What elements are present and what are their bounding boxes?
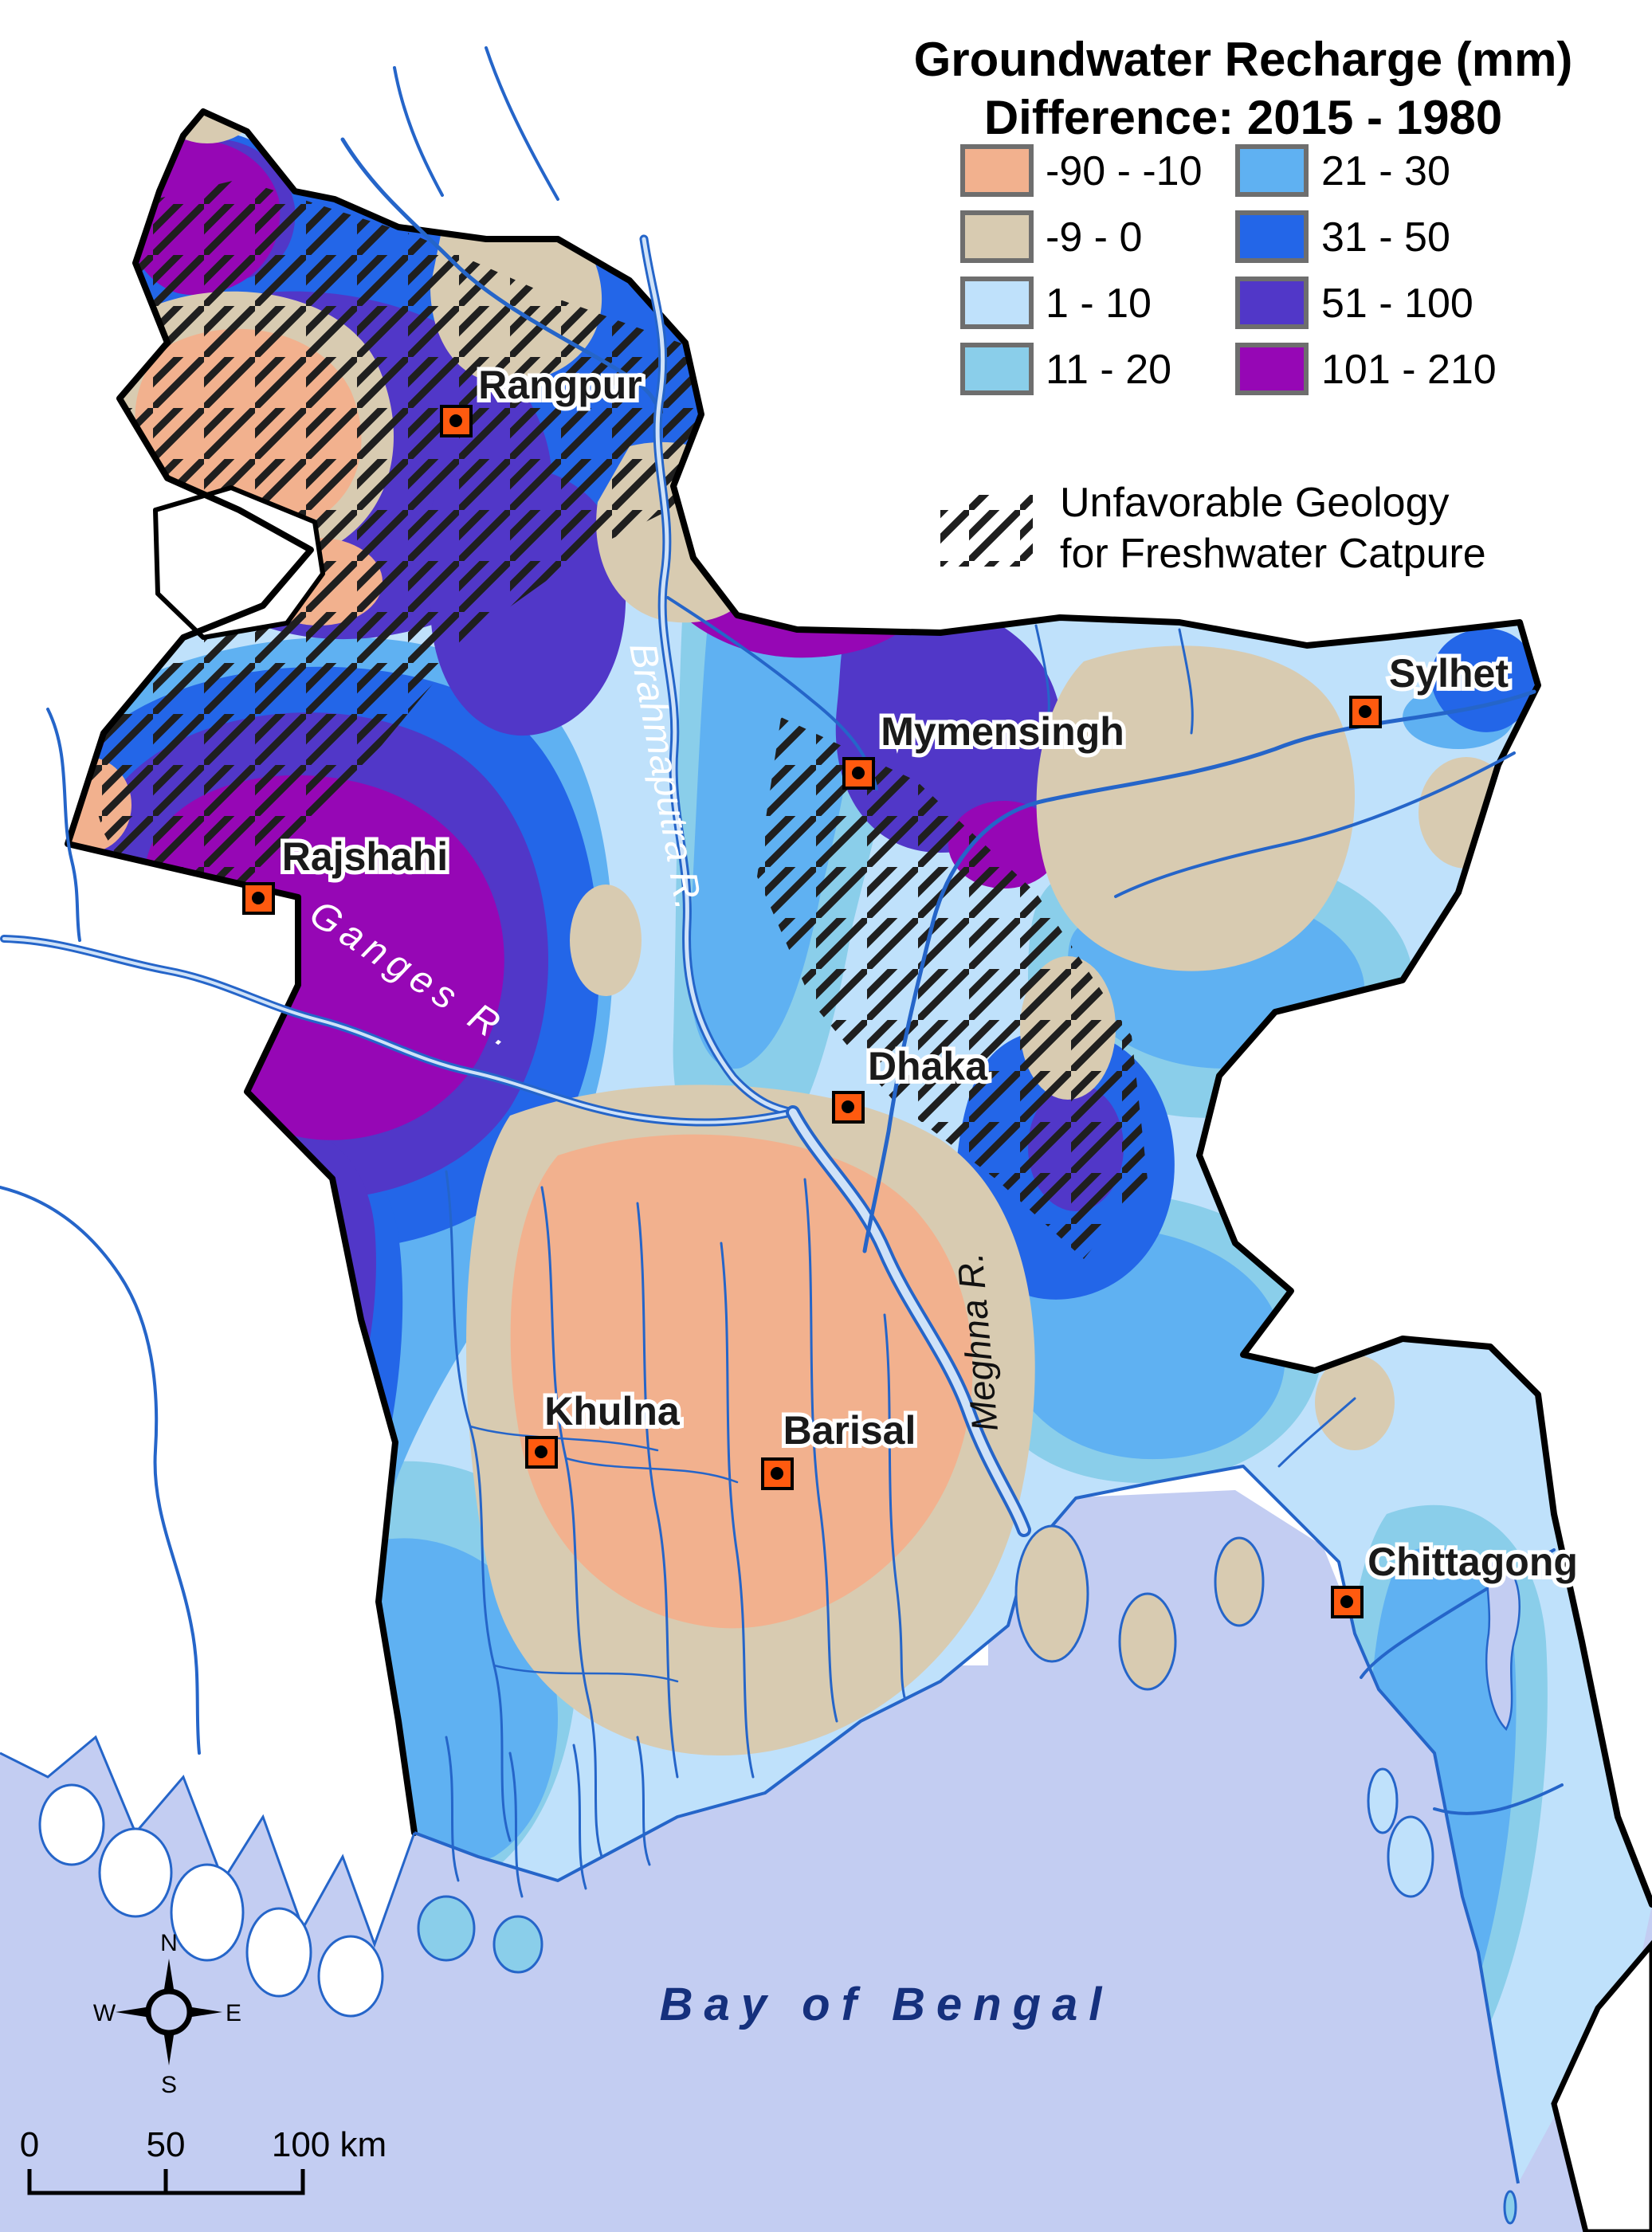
legend-swatch-5 bbox=[1235, 210, 1309, 263]
brahmaputra-river bbox=[639, 234, 798, 1117]
legend-item-7: 101 - 210 bbox=[1235, 343, 1497, 395]
compass-circle bbox=[145, 1988, 193, 2036]
legend-hatch-line2: for Freshwater Catpure bbox=[1060, 531, 1486, 577]
scale-label-100: 100 km bbox=[272, 2125, 387, 2164]
meghna-river bbox=[786, 1105, 1031, 1537]
legend-label-3: 11 - 20 bbox=[1046, 347, 1171, 393]
compass-rose: N E S W bbox=[93, 1930, 241, 2098]
legend-swatch-2 bbox=[960, 277, 1034, 329]
legend-label-4: 21 - 30 bbox=[1321, 148, 1450, 194]
city-marker-rajshahi: Rajshahi bbox=[242, 830, 452, 915]
compass-w: W bbox=[93, 2000, 116, 2026]
india-salient bbox=[153, 485, 325, 640]
city-marker-rangpur: Rangpur bbox=[440, 359, 646, 437]
city-label-dhaka: Dhaka bbox=[868, 1044, 988, 1089]
legend-item-4: 21 - 30 bbox=[1235, 144, 1450, 197]
myanmar-landmass bbox=[1551, 1940, 1652, 2232]
legend-hatch-line1: Unfavorable Geology bbox=[1060, 480, 1450, 526]
city-label-sylhet: Sylhet bbox=[1389, 651, 1509, 696]
scale-bar bbox=[27, 2169, 305, 2195]
city-label-chittagong: Chittagong bbox=[1368, 1540, 1578, 1584]
legend-swatch-7 bbox=[1235, 343, 1309, 395]
scale-label-0: 0 bbox=[20, 2125, 39, 2164]
compass-s: S bbox=[161, 2072, 177, 2098]
legend-swatch-1 bbox=[960, 210, 1034, 263]
rivers bbox=[0, 46, 1564, 1898]
legend-item-5: 31 - 50 bbox=[1235, 210, 1450, 263]
legend-label-2: 1 - 10 bbox=[1046, 280, 1152, 327]
india-west-north-landmass bbox=[0, 0, 1652, 1944]
legend-label-5: 31 - 50 bbox=[1321, 214, 1450, 261]
legend-item-3: 11 - 20 bbox=[960, 343, 1171, 395]
legend-item-2: 1 - 10 bbox=[960, 277, 1152, 329]
legend-item-1: -9 - 0 bbox=[960, 210, 1142, 263]
legend-title-line2: Difference: 2015 - 1980 bbox=[984, 91, 1502, 144]
legend-hatch-item: Unfavorable Geology for Freshwater Catpu… bbox=[940, 480, 1486, 577]
ganges-river bbox=[0, 935, 797, 1127]
legend-label-7: 101 - 210 bbox=[1321, 347, 1497, 393]
coastline bbox=[414, 1465, 1520, 2184]
scale-label-50: 50 bbox=[147, 2125, 186, 2164]
bay-of-bengal-label: Bay of Bengal bbox=[660, 1979, 1113, 2030]
legend-item-6: 51 - 100 bbox=[1235, 277, 1473, 329]
city-label-mymensingh: Mymensingh bbox=[881, 709, 1124, 754]
legend-swatch-6 bbox=[1235, 277, 1309, 329]
legend-label-6: 51 - 100 bbox=[1321, 280, 1473, 327]
compass-n: N bbox=[160, 1930, 178, 1956]
compass-e: E bbox=[226, 2000, 241, 2026]
legend-swatch-3 bbox=[960, 343, 1034, 395]
legend-swatch-0 bbox=[960, 144, 1034, 197]
city-markers: Rangpur Sylhet Mymensingh Rajshahi Dhaka… bbox=[242, 359, 1582, 1618]
city-marker-barisal: Barisal bbox=[761, 1404, 920, 1490]
legend-item-0: -90 - -10 bbox=[960, 144, 1203, 197]
islands bbox=[38, 1524, 1517, 2225]
city-marker-dhaka: Dhaka bbox=[832, 1040, 992, 1124]
city-marker-chittagong: Chittagong bbox=[1331, 1536, 1582, 1618]
country-border bbox=[65, 108, 1652, 1908]
legend: Groundwater Recharge (mm) Difference: 20… bbox=[914, 33, 1573, 577]
india-east-landmass bbox=[1199, 602, 1652, 1904]
city-marker-mymensingh: Mymensingh bbox=[842, 705, 1128, 790]
legend-hatch-swatch bbox=[940, 495, 1033, 567]
legend-swatch-4 bbox=[1235, 144, 1309, 197]
city-label-khulna: Khulna bbox=[544, 1389, 681, 1434]
city-marker-sylhet: Sylhet bbox=[1349, 647, 1513, 728]
city-marker-khulna: Khulna bbox=[525, 1385, 685, 1469]
city-label-rangpur: Rangpur bbox=[478, 363, 642, 407]
legend-label-0: -90 - -10 bbox=[1046, 148, 1203, 194]
city-label-barisal: Barisal bbox=[783, 1408, 916, 1453]
legend-title-line1: Groundwater Recharge (mm) bbox=[914, 33, 1573, 86]
kaptai-lake bbox=[1485, 1552, 1521, 1732]
legend-label-1: -9 - 0 bbox=[1046, 214, 1142, 261]
city-label-rajshahi: Rajshahi bbox=[282, 834, 448, 879]
